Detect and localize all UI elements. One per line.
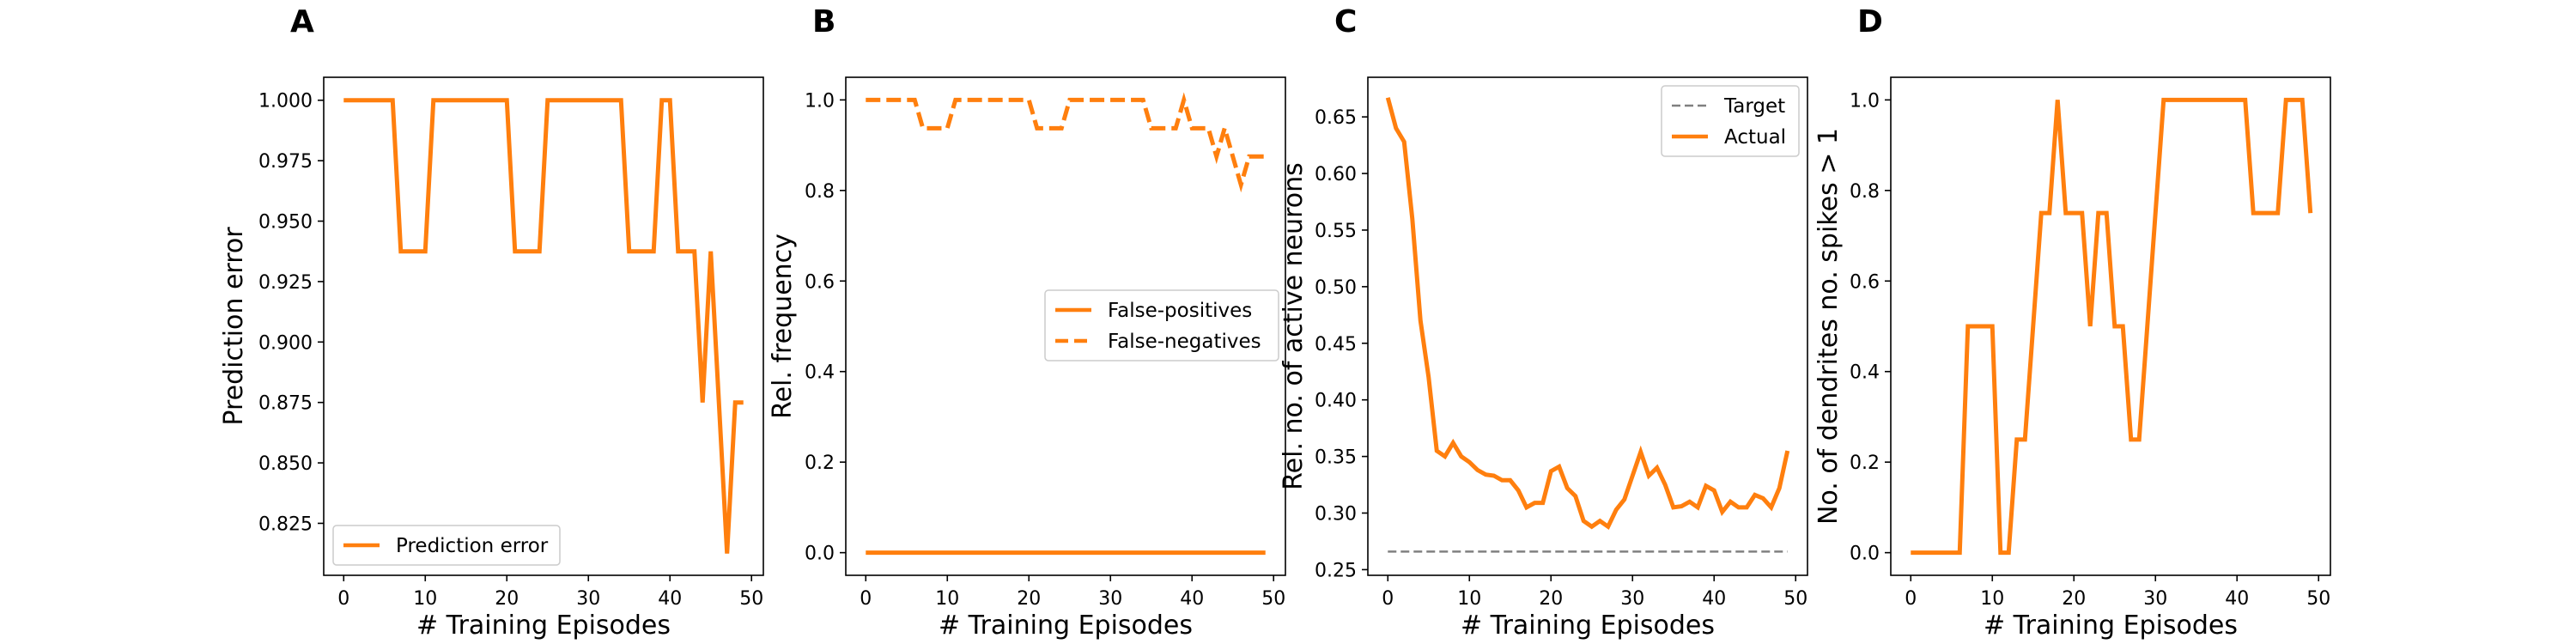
y-tick-label: 0.2 bbox=[1850, 453, 1880, 474]
y-tick-label: 0.25 bbox=[1315, 560, 1357, 581]
panel-a: A 0 10 20 30 40 50 0.825 0.850 0.875 0.900 0.925 0.… bbox=[219, 4, 764, 641]
legend-c: Target Actual bbox=[1661, 85, 1800, 157]
y-tick-label: 0.8 bbox=[805, 181, 835, 203]
x-tick-label: 40 bbox=[658, 588, 682, 610]
x-tick-label: 20 bbox=[495, 588, 519, 610]
x-axis-label-a: # Training Episodes bbox=[416, 611, 671, 641]
x-tick-label: 40 bbox=[2225, 588, 2249, 610]
legend-label-actual: Actual bbox=[1724, 126, 1786, 149]
x-tick-label: 0 bbox=[1382, 588, 1394, 610]
panel-letter-a: A bbox=[290, 4, 314, 39]
legend-label-false-negatives: False-negatives bbox=[1108, 331, 1261, 353]
y-tick-label: 0.60 bbox=[1315, 164, 1357, 185]
x-tick-label: 50 bbox=[1261, 588, 1285, 610]
panel-letter-d: D bbox=[1857, 4, 1883, 39]
x-tick-label: 30 bbox=[1098, 588, 1122, 610]
x-tick-label: 20 bbox=[1539, 588, 1563, 610]
x-tick-label: 10 bbox=[1980, 588, 2004, 610]
y-tick-label: 0.875 bbox=[258, 393, 313, 415]
y-tick-label: 1.000 bbox=[258, 91, 313, 112]
y-axis-label-c: Rel. no. of active neurons bbox=[1279, 162, 1309, 490]
x-axis-label-d: # Training Episodes bbox=[1984, 611, 2238, 641]
y-tick-label: 1.0 bbox=[805, 90, 835, 112]
plot-area-d: 0 10 20 30 40 50 0.0 0.2 0.4 0.6 0.8 1.0 bbox=[1850, 76, 2331, 610]
axes-frame-b bbox=[845, 76, 1286, 576]
y-tick-label: 0.975 bbox=[258, 151, 313, 173]
panel-b: B 0 10 20 30 40 50 0.0 0.2 0.4 0.6 0.8 1.0 # Traini… bbox=[768, 4, 1286, 641]
y-tick-label: 0.0 bbox=[1850, 544, 1880, 565]
y-tick-label: 0.2 bbox=[805, 453, 835, 474]
y-tick-label: 0.950 bbox=[258, 212, 313, 234]
plot-area-b: 0 10 20 30 40 50 0.0 0.2 0.4 0.6 0.8 1.0 bbox=[805, 76, 1286, 610]
y-tick-label: 0.50 bbox=[1315, 277, 1357, 299]
legend-b: False-positives False-negatives bbox=[1044, 289, 1279, 361]
x-tick-label: 0 bbox=[860, 588, 872, 610]
x-tick-label: 40 bbox=[1180, 588, 1204, 610]
y-tick-label: 0.65 bbox=[1315, 107, 1357, 129]
y-tick-label: 0.925 bbox=[258, 272, 313, 294]
x-tick-label: 10 bbox=[413, 588, 437, 610]
axes-frame-c bbox=[1367, 76, 1808, 576]
y-tick-label: 0.4 bbox=[805, 362, 835, 384]
series-line-prediction-error-a bbox=[343, 98, 744, 554]
x-tick-label: 10 bbox=[1457, 588, 1481, 610]
y-tick-label: 0.0 bbox=[805, 544, 835, 565]
panel-letter-b: B bbox=[812, 4, 835, 39]
legend-a: Prediction error bbox=[332, 525, 561, 566]
y-tick-label: 1.0 bbox=[1850, 90, 1880, 112]
plot-area-c: 0 10 20 30 40 50 0.25 0.30 0.35 0.40 0.45 0.50 0.55 0… bbox=[1315, 76, 1808, 610]
x-tick-label: 50 bbox=[739, 588, 763, 610]
x-tick-label: 20 bbox=[1017, 588, 1041, 610]
panel-c: C 0 10 20 30 40 50 0.25 0.30 0.35 0.40 0.45 0.50 0.5… bbox=[1279, 4, 1808, 641]
legend-label-false-positives: False-positives bbox=[1108, 300, 1252, 322]
y-tick-label: 0.6 bbox=[1850, 271, 1880, 293]
x-tick-label: 30 bbox=[576, 588, 600, 610]
y-tick-label: 0.825 bbox=[258, 513, 313, 535]
x-axis-label-b: # Training Episodes bbox=[939, 611, 1193, 641]
y-tick-label: 0.6 bbox=[805, 271, 835, 293]
x-tick-label: 10 bbox=[935, 588, 959, 610]
y-tick-label: 0.30 bbox=[1315, 504, 1357, 526]
x-tick-label: 0 bbox=[337, 588, 349, 610]
panel-d: D 0 10 20 30 40 50 0.0 0.2 0.4 0.6 0.8 1.0 # Traini… bbox=[1814, 4, 2331, 641]
series-line-false-negatives-b bbox=[866, 92, 1266, 193]
y-axis-label-d: No. of dendrites no. spikes > 1 bbox=[1814, 128, 1844, 525]
x-axis-label-c: # Training Episodes bbox=[1461, 611, 1715, 641]
y-tick-label: 0.45 bbox=[1315, 334, 1357, 355]
y-tick-label: 0.40 bbox=[1315, 391, 1357, 412]
axes-frame-a bbox=[323, 76, 764, 576]
x-tick-label: 30 bbox=[2143, 588, 2167, 610]
axes-frame-d bbox=[1890, 76, 2331, 576]
y-tick-label: 0.55 bbox=[1315, 221, 1357, 242]
plot-area-a: 0 10 20 30 40 50 0.825 0.850 0.875 0.900 0.925 0.95… bbox=[258, 76, 764, 610]
series-line-actual-c bbox=[1385, 97, 1790, 531]
y-tick-label: 0.4 bbox=[1850, 362, 1880, 384]
y-tick-label: 0.900 bbox=[258, 332, 313, 354]
x-tick-label: 0 bbox=[1905, 588, 1917, 610]
x-tick-label: 40 bbox=[1702, 588, 1726, 610]
y-tick-label: 0.850 bbox=[258, 453, 313, 475]
legend-label-target: Target bbox=[1723, 95, 1785, 118]
y-axis-label-a: Prediction error bbox=[219, 227, 249, 426]
y-tick-label: 0.8 bbox=[1850, 181, 1880, 203]
y-axis-label-b: Rel. frequency bbox=[768, 234, 798, 419]
x-tick-label: 30 bbox=[1620, 588, 1644, 610]
x-tick-label: 20 bbox=[2062, 588, 2086, 610]
legend-label-prediction-error: Prediction error bbox=[396, 535, 549, 557]
panel-letter-c: C bbox=[1334, 4, 1357, 39]
x-tick-label: 50 bbox=[1783, 588, 1807, 610]
x-tick-label: 50 bbox=[2306, 588, 2330, 610]
y-tick-label: 0.35 bbox=[1315, 447, 1357, 469]
series-line-series-d bbox=[1911, 97, 2313, 556]
